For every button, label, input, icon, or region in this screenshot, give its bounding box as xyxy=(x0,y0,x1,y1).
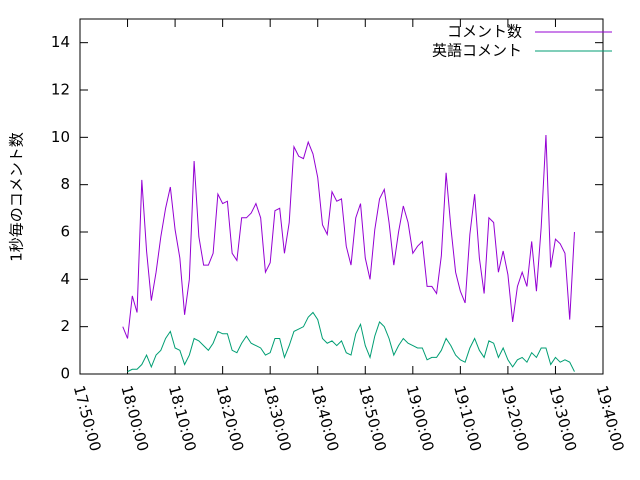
y-tick-label: 2 xyxy=(60,317,70,335)
y-tick-label: 12 xyxy=(51,81,70,99)
y-tick-label: 6 xyxy=(60,223,70,241)
y-axis-label: 1秒毎のコメント数 xyxy=(8,132,26,262)
series-line xyxy=(127,311,575,373)
x-tick-label: 18:00:00 xyxy=(117,384,152,454)
y-tick-label: 10 xyxy=(51,128,70,146)
x-tick-label: 18:40:00 xyxy=(308,384,343,454)
x-tick-label: 17:50:00 xyxy=(70,384,105,454)
legend-label: コメント数 xyxy=(447,23,522,41)
y-tick-label: 4 xyxy=(60,270,70,288)
series-line xyxy=(122,134,575,339)
x-tick-label: 19:00:00 xyxy=(403,384,438,454)
y-tick-label: 8 xyxy=(60,175,70,193)
x-tick-label: 19:20:00 xyxy=(498,384,533,454)
x-tick-label: 19:10:00 xyxy=(450,384,485,454)
y-tick-label: 14 xyxy=(51,33,70,51)
plot-frame xyxy=(79,18,604,375)
legend-label: 英語コメント xyxy=(432,42,522,60)
x-tick-label: 18:10:00 xyxy=(165,384,200,454)
x-tick-label: 18:20:00 xyxy=(212,384,247,454)
x-tick-label: 19:40:00 xyxy=(593,384,628,454)
y-tick-label: 0 xyxy=(60,365,70,383)
x-tick-label: 19:30:00 xyxy=(545,384,580,454)
x-tick-label: 18:50:00 xyxy=(355,384,390,454)
x-tick-label: 18:30:00 xyxy=(260,384,295,454)
